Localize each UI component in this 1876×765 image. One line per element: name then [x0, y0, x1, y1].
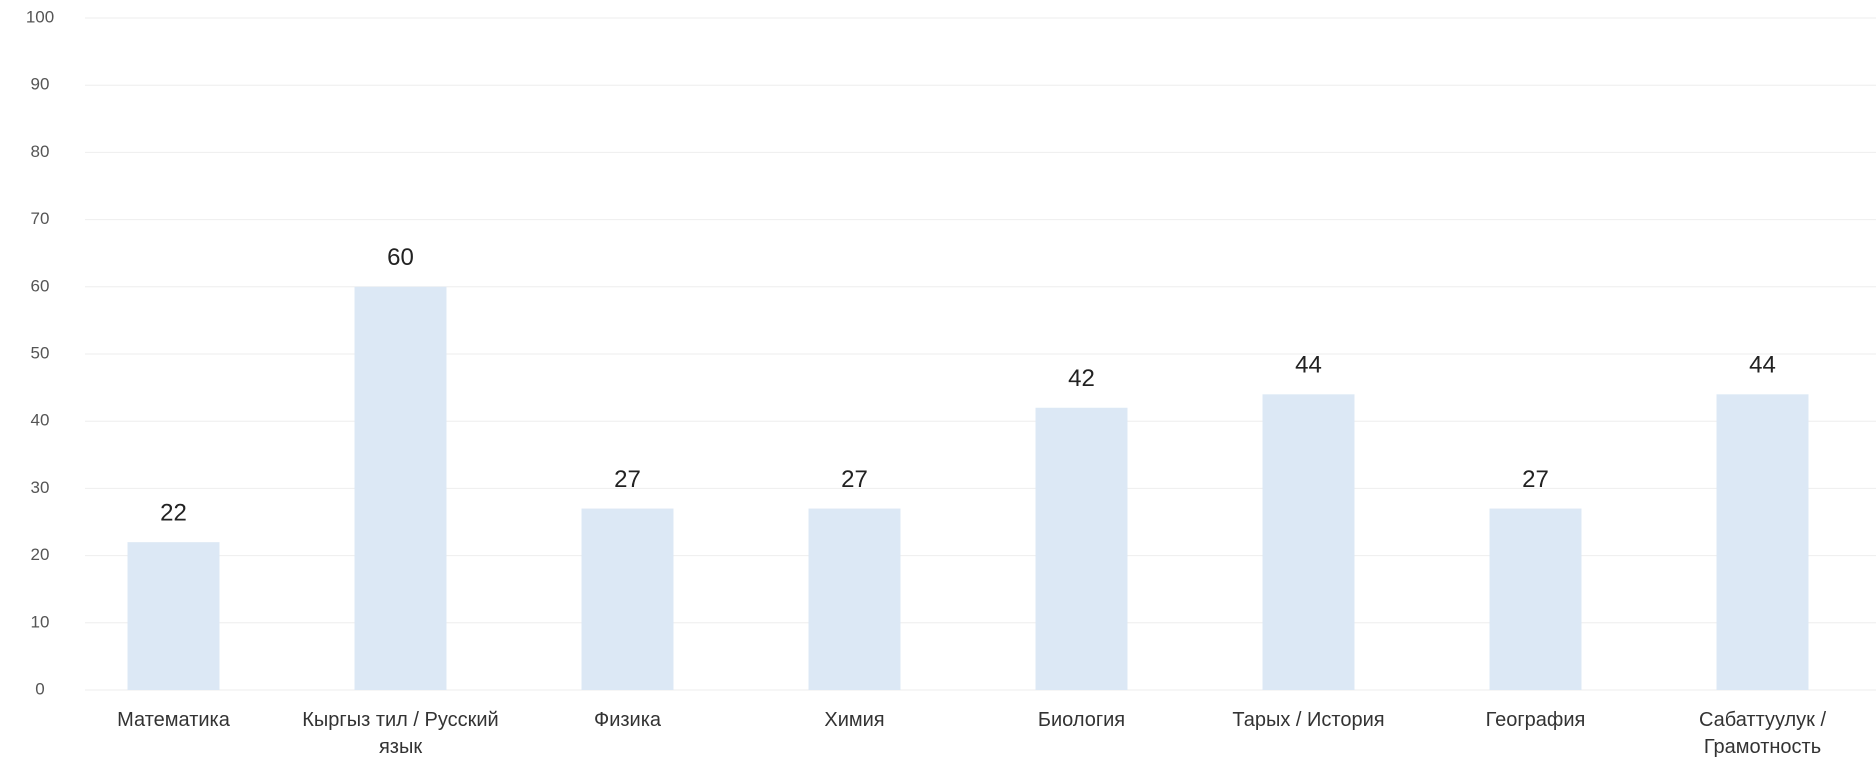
x-tick-label: Математика	[117, 709, 230, 731]
y-tick-label: 20	[31, 545, 50, 564]
bar	[354, 286, 447, 690]
x-tick-label: Кыргыз тил / Русский язык	[302, 709, 499, 758]
bar	[1716, 394, 1809, 690]
x-tick-label: Химия	[824, 709, 885, 731]
y-tick-label: 90	[31, 75, 50, 94]
bar	[1035, 407, 1128, 690]
value-label: 44	[1295, 352, 1322, 379]
value-label: 42	[1068, 365, 1095, 392]
y-tick-label: 60	[31, 276, 50, 295]
y-tick-label: 10	[31, 612, 50, 631]
x-tick-label: Сабаттуулук / Грамотность	[1698, 709, 1827, 758]
value-label: 44	[1749, 352, 1776, 379]
x-tick-label: География	[1485, 709, 1586, 731]
bar	[1262, 394, 1355, 690]
y-tick-label: 40	[31, 411, 50, 430]
value-label: 60	[387, 244, 414, 271]
bar	[581, 508, 674, 690]
y-tick-label: 100	[26, 7, 54, 26]
y-tick-label: 80	[31, 142, 50, 161]
value-label: 22	[160, 500, 187, 527]
y-tick-label: 70	[31, 209, 50, 228]
x-tick-label: Тарых / История	[1232, 709, 1385, 731]
y-tick-label: 30	[31, 478, 50, 497]
value-label: 27	[614, 466, 641, 493]
x-tick-label: Физика	[593, 709, 662, 731]
x-tick-label: Биология	[1037, 709, 1126, 731]
y-tick-label: 0	[35, 679, 44, 698]
bar	[127, 542, 220, 690]
value-label: 27	[1522, 466, 1549, 493]
bar	[808, 508, 901, 690]
y-tick-label: 50	[31, 343, 50, 362]
value-label: 27	[841, 466, 868, 493]
bar	[1489, 508, 1582, 690]
